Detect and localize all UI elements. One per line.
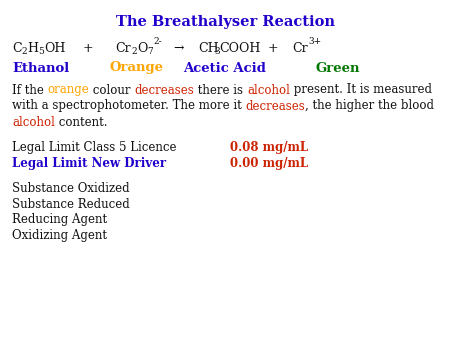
Text: 3+: 3+ [308,37,321,46]
Text: Orange: Orange [110,62,164,74]
Text: 7: 7 [147,48,153,56]
Text: Reducing Agent: Reducing Agent [12,214,107,226]
Text: colour: colour [90,83,135,97]
Text: C: C [12,42,22,54]
Text: 3: 3 [214,48,220,56]
Text: Oxidizing Agent: Oxidizing Agent [12,230,107,242]
Text: Legal Limit New Driver: Legal Limit New Driver [12,158,166,170]
Text: 5: 5 [38,48,44,56]
Text: 2-: 2- [153,37,162,46]
Text: there is: there is [194,83,247,97]
Text: Substance Oxidized: Substance Oxidized [12,182,130,194]
Text: +: + [268,42,278,54]
Text: Substance Reduced: Substance Reduced [12,197,130,211]
Text: 2: 2 [131,48,137,56]
Text: Acetic Acid: Acetic Acid [183,62,266,74]
Text: Legal Limit Class 5 Licence: Legal Limit Class 5 Licence [12,142,176,154]
Text: OH: OH [44,42,65,54]
Text: decreases: decreases [246,99,305,113]
Text: 0.08 mg/mL: 0.08 mg/mL [230,142,308,154]
Text: Cr: Cr [115,42,130,54]
Text: Green: Green [316,62,360,74]
Text: O: O [137,42,148,54]
Text: present. It is measured: present. It is measured [290,83,432,97]
Text: →: → [174,42,184,54]
Text: 2: 2 [21,48,27,56]
Text: alcohol: alcohol [12,116,55,128]
Text: COOH: COOH [219,42,261,54]
Text: The Breathalyser Reaction: The Breathalyser Reaction [116,15,334,29]
Text: Cr: Cr [292,42,308,54]
Text: content.: content. [55,116,108,128]
Text: with a spectrophotometer. The more it: with a spectrophotometer. The more it [12,99,246,113]
Text: , the higher the blood: , the higher the blood [305,99,434,113]
Text: alcohol: alcohol [247,83,290,97]
Text: H: H [27,42,38,54]
Text: orange: orange [48,83,90,97]
Text: +: + [83,42,93,54]
Text: 0.00 mg/mL: 0.00 mg/mL [230,158,308,170]
Text: CH: CH [198,42,219,54]
Text: If the: If the [12,83,48,97]
Text: decreases: decreases [135,83,194,97]
Text: Ethanol: Ethanol [12,62,69,74]
